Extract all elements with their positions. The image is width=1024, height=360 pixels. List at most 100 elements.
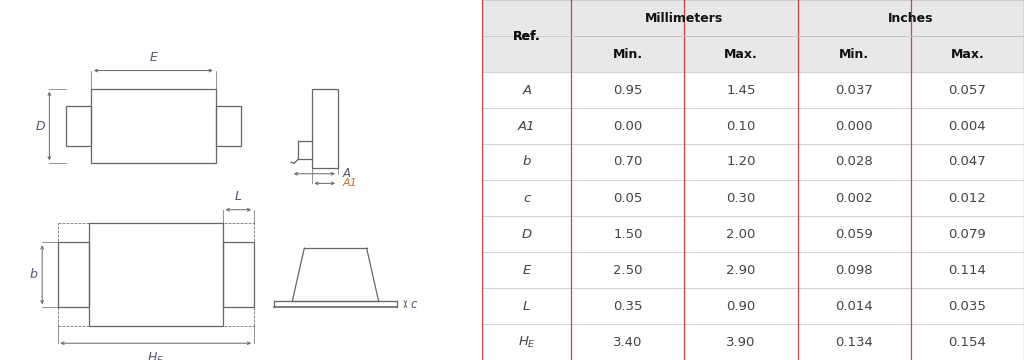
Text: 3.40: 3.40 [613,336,642,348]
Bar [910,216,1024,252]
Text: 0.012: 0.012 [948,192,986,204]
Bar [910,144,1024,180]
Text: D: D [521,228,531,240]
Bar [910,252,1024,288]
Bar [571,180,684,216]
Bar [798,36,910,72]
Bar [571,324,684,360]
Text: 0.037: 0.037 [836,84,873,96]
Text: 2.90: 2.90 [726,264,756,276]
Text: Millimeters: Millimeters [645,12,724,24]
Bar [910,324,1024,360]
Bar [482,108,571,144]
Text: 0.014: 0.014 [836,300,873,312]
Text: 0.30: 0.30 [726,192,756,204]
Bar [798,0,910,36]
Bar [798,324,910,360]
Text: 0.047: 0.047 [948,156,986,168]
Bar [91,89,216,163]
Bar [571,0,684,36]
Bar [223,242,254,307]
Bar [571,216,684,252]
Text: 0.057: 0.057 [948,84,986,96]
Bar [910,288,1024,324]
Bar [798,72,910,108]
Bar [482,0,571,36]
Text: L: L [523,300,530,312]
Text: 0.114: 0.114 [948,264,986,276]
Text: 0.10: 0.10 [726,120,756,132]
Text: A: A [343,167,350,180]
Text: 2.00: 2.00 [726,228,756,240]
Text: c: c [411,298,417,311]
Bar [57,242,89,307]
Text: $H_E$: $H_E$ [147,351,164,360]
Text: b: b [522,156,531,168]
Bar [684,288,798,324]
Bar [571,36,684,72]
Bar [910,108,1024,144]
Bar [482,216,571,252]
Text: A1: A1 [518,120,536,132]
Bar [684,36,798,72]
Bar [216,105,241,147]
Text: 0.95: 0.95 [613,84,642,96]
Bar [482,324,571,360]
Text: 0.70: 0.70 [613,156,642,168]
Text: 0.004: 0.004 [948,120,986,132]
Text: A: A [522,84,531,96]
Text: 2.50: 2.50 [613,264,643,276]
Bar [684,252,798,288]
Text: 0.154: 0.154 [948,336,986,348]
Text: 0.000: 0.000 [836,120,873,132]
Text: E: E [522,264,531,276]
Text: Min.: Min. [612,48,643,60]
Bar [482,288,571,324]
Bar [89,223,223,327]
Text: 0.079: 0.079 [948,228,986,240]
Text: 0.035: 0.035 [948,300,986,312]
Text: Inches: Inches [888,12,934,24]
Text: A1: A1 [343,178,357,188]
Bar [798,180,910,216]
Bar [910,0,1024,36]
Text: 0.098: 0.098 [836,264,873,276]
Text: 0.35: 0.35 [613,300,643,312]
Text: D: D [36,120,45,132]
Text: Ref.: Ref. [513,30,541,42]
Text: 1.45: 1.45 [726,84,756,96]
Text: 0.059: 0.059 [836,228,873,240]
Text: Max.: Max. [950,48,984,60]
Text: Min.: Min. [839,48,869,60]
Bar [571,72,684,108]
Bar [571,288,684,324]
Bar [311,89,338,168]
Bar [482,72,571,108]
Text: 1.50: 1.50 [613,228,643,240]
Text: 3.90: 3.90 [726,336,756,348]
Text: $H_E$: $H_E$ [518,334,536,350]
Bar [67,105,91,147]
Bar [910,72,1024,108]
Bar [482,252,571,288]
Bar [798,252,910,288]
Bar [482,180,571,216]
Bar [684,0,798,36]
Text: 0.028: 0.028 [836,156,873,168]
Text: 0.90: 0.90 [726,300,756,312]
Bar [684,180,798,216]
Text: 0.134: 0.134 [836,336,873,348]
Text: c: c [523,192,530,204]
Text: 0.002: 0.002 [836,192,873,204]
Text: L: L [234,190,242,203]
Bar [910,36,1024,72]
Bar [910,180,1024,216]
Bar [798,216,910,252]
Bar [571,144,684,180]
Text: E: E [150,51,158,64]
Bar [684,72,798,108]
Text: b: b [30,268,38,281]
Bar [571,252,684,288]
Bar [482,144,571,180]
Text: 1.20: 1.20 [726,156,756,168]
